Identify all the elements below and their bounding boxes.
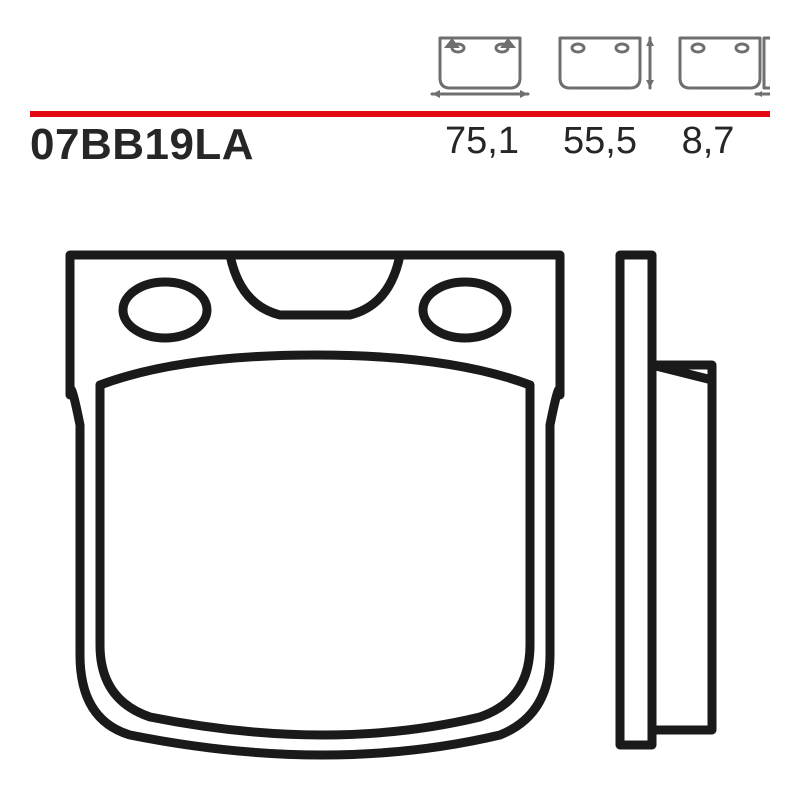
- dim-width: 75,1: [432, 120, 532, 163]
- technical-drawing: [30, 235, 770, 775]
- dim-height: 55,5: [550, 120, 650, 163]
- divider-rule: [30, 104, 770, 110]
- spec-row: 07BB19LA 75,1 55,5 8,7: [30, 120, 770, 180]
- dim-thickness: 8,7: [658, 120, 758, 163]
- part-number: 07BB19LA: [30, 120, 254, 170]
- dimension-key-icons: [430, 30, 770, 98]
